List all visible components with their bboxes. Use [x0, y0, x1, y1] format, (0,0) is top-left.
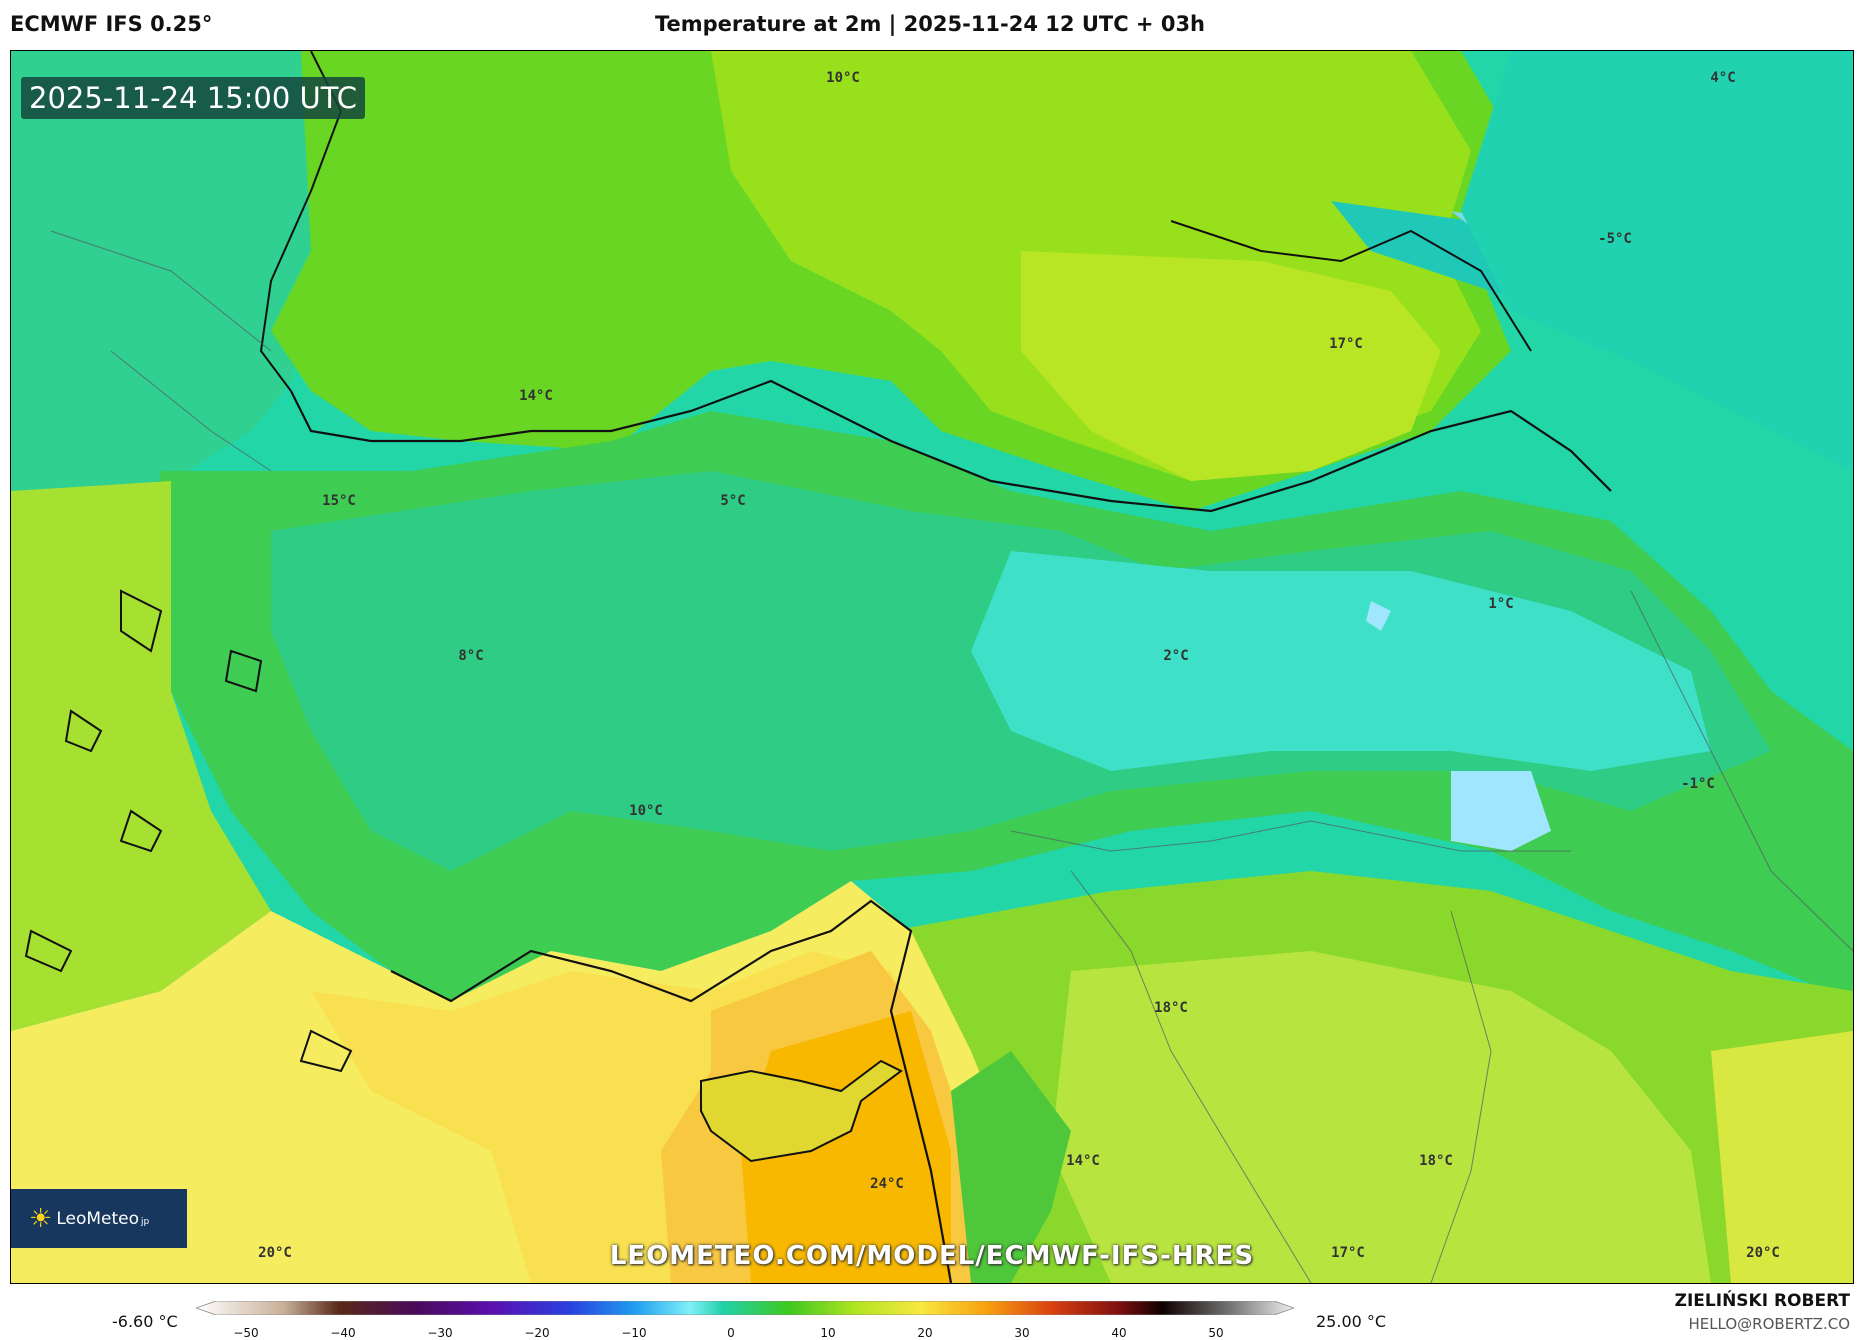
colorbar-tick: 50: [1208, 1326, 1224, 1340]
sun-icon: ☀: [29, 1203, 53, 1234]
colorbar-tick: 40: [1111, 1326, 1127, 1340]
colorbar-tick: 10: [820, 1326, 836, 1340]
valid-time-badge: 2025-11-24 15:00 UTC: [21, 77, 366, 119]
temp-label: 10°C: [826, 70, 860, 86]
model-url-watermark: LEOMETEO.COM/MODEL/ECMWF-IFS-HRES: [609, 1241, 1255, 1271]
temp-label: 17°C: [1331, 1245, 1365, 1261]
temp-label: 17°C: [1329, 336, 1363, 352]
colorbar-tick: −10: [621, 1326, 647, 1340]
temp-label: -5°C: [1598, 231, 1632, 247]
temp-label: 24°C: [870, 1176, 904, 1192]
map-title: Temperature at 2m | 2025-11-24 12 UTC + …: [654, 12, 1206, 36]
temp-label: -1°C: [1681, 776, 1715, 792]
colorbar-tick: −40: [330, 1326, 356, 1340]
colorbar-tick: 0: [727, 1326, 735, 1340]
temp-label: 10°C: [629, 803, 663, 819]
temp-label: 18°C: [1154, 1000, 1188, 1016]
logo-suffix: jp: [141, 1216, 150, 1227]
logo-text: LeoMeteo: [56, 1208, 139, 1229]
temp-label: 5°C: [720, 493, 746, 509]
map-canvas: [11, 51, 1853, 1283]
temperature-colorbar: [196, 1301, 1294, 1315]
temp-label: 15°C: [322, 493, 356, 509]
temp-label: 2°C: [1163, 648, 1189, 664]
temp-label: 4°C: [1710, 70, 1736, 86]
leometeo-logo[interactable]: ☀ LeoMeteo jp: [11, 1189, 187, 1248]
temp-label: 8°C: [458, 648, 484, 664]
legend-max-label: 25.00 °C: [1316, 1312, 1387, 1331]
temp-label: 20°C: [1746, 1245, 1780, 1261]
author-email[interactable]: HELLO@ROBERTZ.CO: [1688, 1315, 1850, 1333]
colorbar-tick: 20: [917, 1326, 933, 1340]
colorbar-tick: −30: [427, 1326, 453, 1340]
colorbar-ticks: −50 −40 −30 −20 −10 0 10 20 30 40 50: [196, 1326, 1294, 1340]
author-name: ZIELIŃSKI ROBERT: [1674, 1291, 1850, 1311]
temperature-map[interactable]: 2025-11-24 15:00 UTC 10°C 4°C -5°C 17°C …: [10, 50, 1854, 1284]
model-name: ECMWF IFS 0.25°: [10, 12, 213, 36]
temp-label: 20°C: [258, 1245, 292, 1261]
colorbar-tick: −50: [233, 1326, 259, 1340]
legend-min-label: -6.60 °C: [112, 1312, 178, 1331]
colorbar-tick: −20: [524, 1326, 550, 1340]
colorbar-tick: 30: [1014, 1326, 1030, 1340]
temp-label: 14°C: [1066, 1153, 1100, 1169]
temp-label: 18°C: [1419, 1153, 1453, 1169]
temp-label: 14°C: [519, 388, 553, 404]
temp-label: 1°C: [1488, 596, 1514, 612]
